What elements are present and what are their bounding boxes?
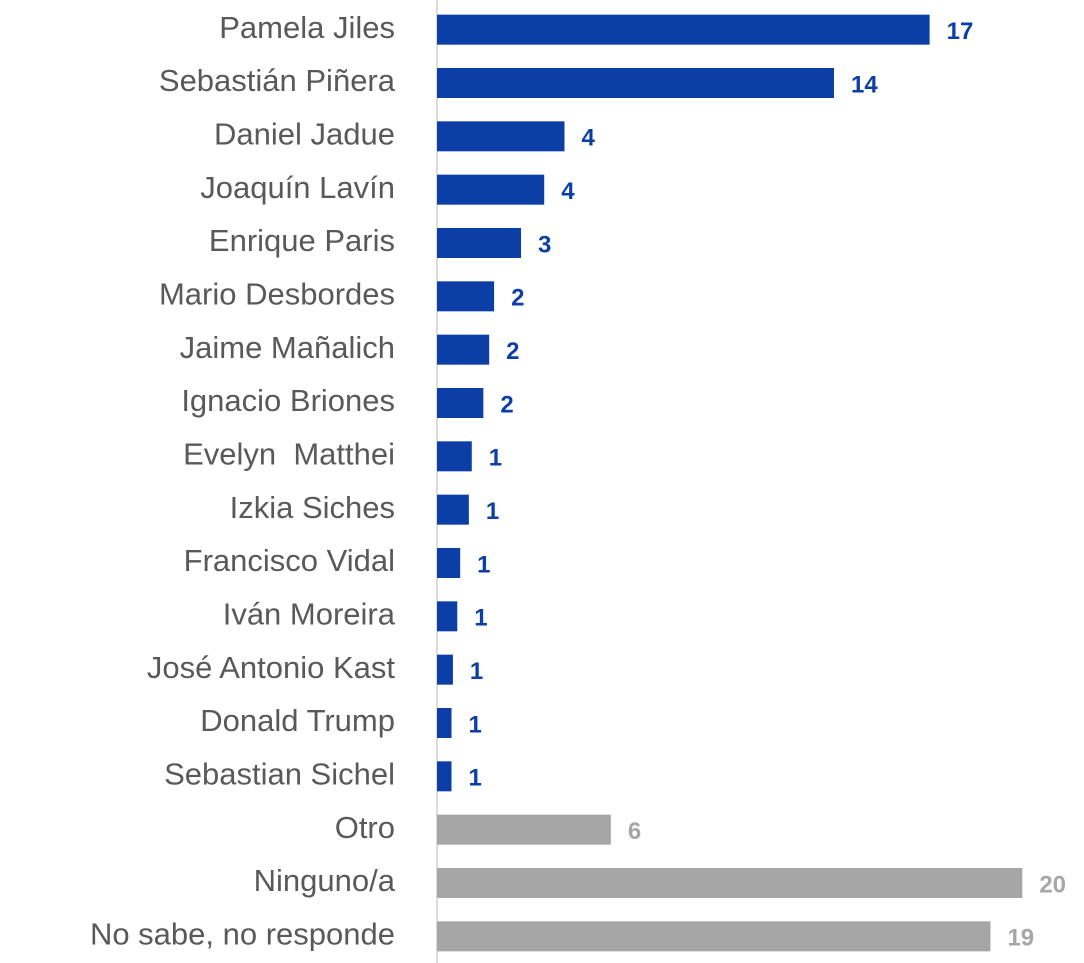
category-label: Pamela Jiles (219, 10, 395, 45)
category-label: Sebastian Sichel (164, 757, 395, 792)
bar (437, 654, 453, 685)
bar (437, 388, 484, 418)
category-label: Sebastián Piñera (159, 63, 396, 98)
category-label: Enrique Paris (209, 223, 395, 258)
value-label: 1 (477, 551, 490, 578)
bar (437, 68, 834, 98)
category-label: Donald Trump (200, 703, 395, 738)
value-label: 19 (1007, 925, 1034, 952)
value-label: 14 (851, 71, 878, 98)
bar (437, 281, 495, 312)
value-label: 17 (947, 18, 974, 45)
bar (437, 761, 452, 792)
category-label: Ninguno/a (254, 863, 396, 898)
category-label: No sabe, no responde (90, 917, 395, 952)
bar (437, 121, 565, 152)
category-label: Evelyn Matthei (183, 437, 395, 472)
value-label: 1 (468, 711, 481, 738)
value-label: 4 (581, 125, 595, 152)
bar (437, 494, 469, 525)
category-label: Mario Desbordes (159, 277, 395, 312)
category-label: Jaime Mañalich (180, 330, 395, 365)
value-label: 1 (474, 605, 487, 632)
bar (437, 601, 458, 632)
bar (437, 441, 472, 472)
bar (437, 814, 611, 845)
value-label: 1 (489, 445, 502, 472)
value-label: 2 (506, 338, 519, 365)
bar (437, 14, 930, 45)
category-label: Otro (335, 810, 395, 845)
category-label: Ignacio Briones (181, 383, 395, 418)
bar (437, 228, 522, 258)
value-label: 1 (486, 498, 499, 525)
bar (437, 708, 452, 738)
value-label: 6 (628, 818, 641, 845)
category-label: Izkia Siches (230, 490, 395, 525)
bar (437, 548, 461, 578)
value-label: 1 (470, 658, 483, 685)
category-label: Daniel Jadue (214, 117, 395, 152)
bar (437, 921, 991, 952)
value-label: 2 (500, 391, 513, 418)
category-label: Joaquín Lavín (200, 170, 395, 205)
category-label: Iván Moreira (223, 597, 396, 632)
bar (437, 334, 490, 365)
value-label: 3 (538, 231, 551, 258)
value-label: 2 (511, 285, 524, 312)
bar (437, 868, 1023, 898)
category-label: Francisco Vidal (184, 543, 395, 578)
bar (437, 174, 545, 205)
value-label: 20 (1039, 871, 1066, 898)
category-label: José Antonio Kast (147, 650, 396, 685)
value-label: 1 (468, 765, 481, 792)
value-label: 4 (561, 178, 575, 205)
